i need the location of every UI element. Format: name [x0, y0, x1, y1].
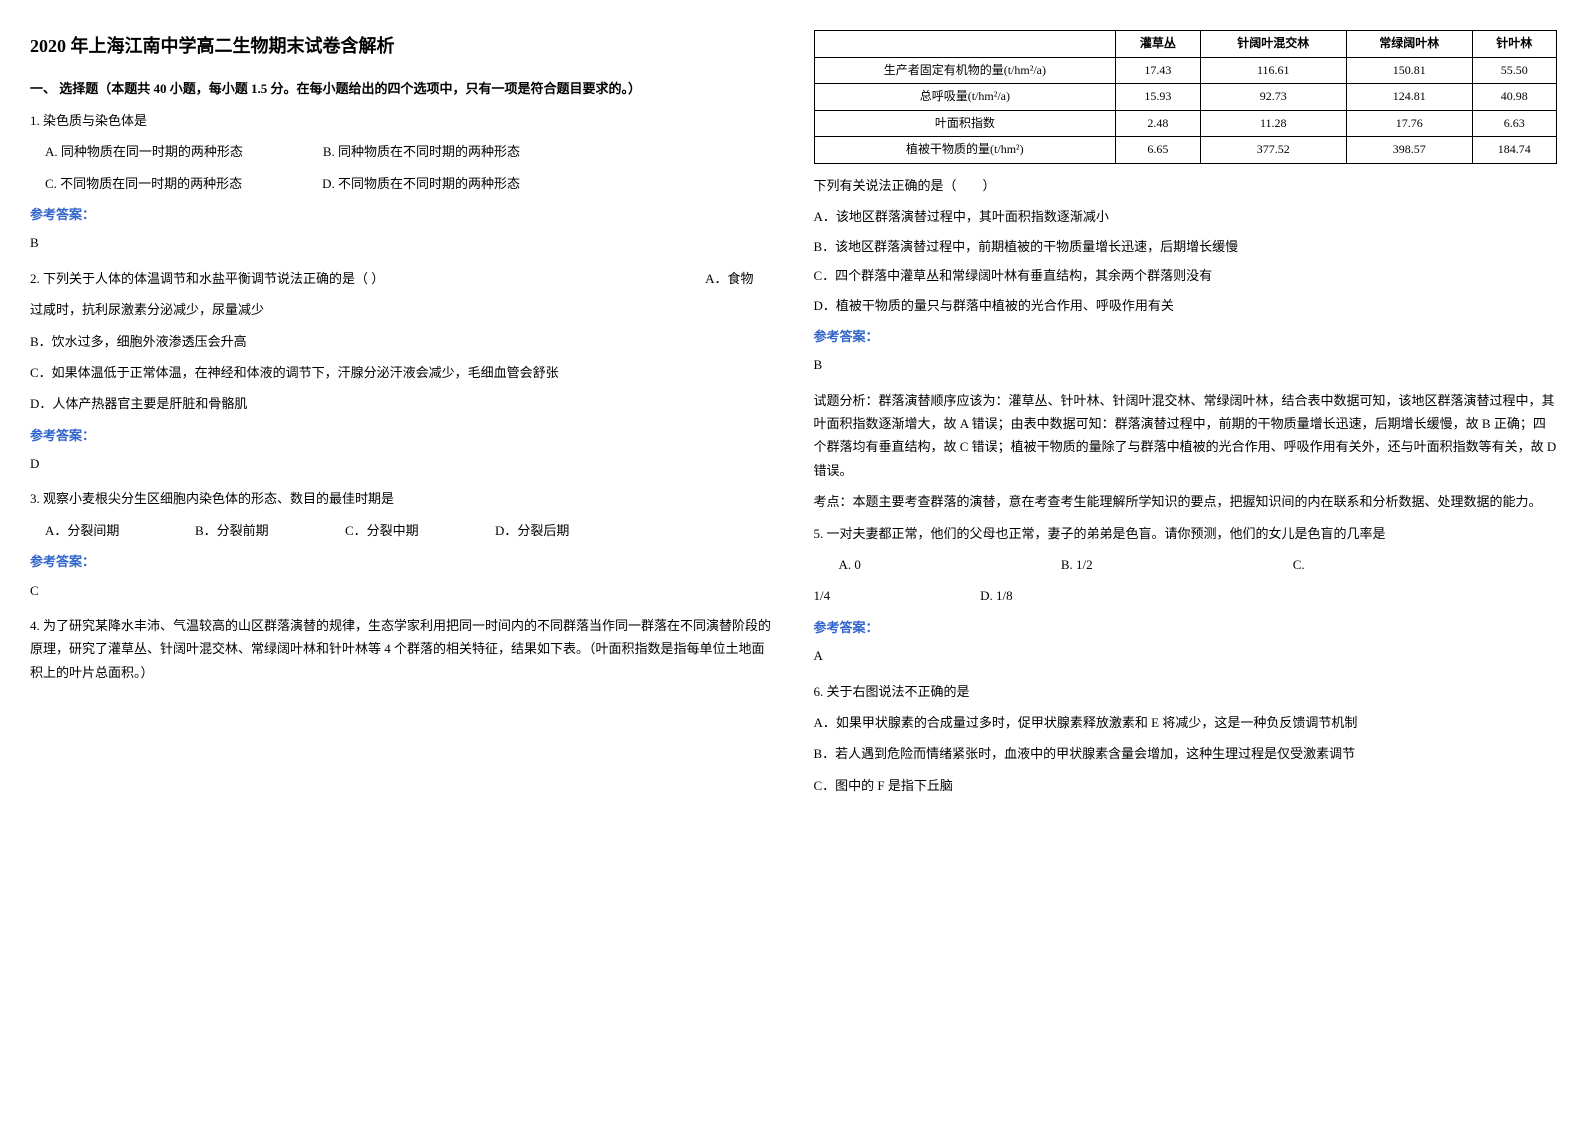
q1-opt-b: B. 同种物质在不同时期的两种形态	[323, 140, 520, 163]
q2-answer-label: 参考答案：	[30, 424, 774, 447]
cell: 2.48	[1116, 110, 1200, 137]
q1-options-row1: A. 同种物质在同一时期的两种形态 B. 同种物质在不同时期的两种形态	[45, 140, 774, 163]
cell: 92.73	[1200, 84, 1346, 111]
table-header-row: 灌草丛 针阔叶混交林 常绿阔叶林 针叶林	[814, 31, 1557, 58]
q5-answer-label: 参考答案：	[814, 616, 1558, 639]
q5-opt-d: D. 1/8	[980, 584, 1013, 607]
table-row: 生产者固定有机物的量(t/hm²/a) 17.43 116.61 150.81 …	[814, 57, 1557, 84]
section-1-header: 一、 选择题（本题共 40 小题，每小题 1.5 分。在每小题给出的四个选项中，…	[30, 77, 774, 100]
q3-opt-b: B．分裂前期	[195, 519, 345, 542]
q6-opt-a: A．如果甲状腺素的合成量过多时，促甲状腺素释放激素和 E 将减少，这是一种负反馈…	[814, 711, 1558, 734]
q3-text: 3. 观察小麦根尖分生区细胞内染色体的形态、数目的最佳时期是	[30, 487, 774, 510]
q4-opt-b: B．该地区群落演替过程中，前期植被的干物质量增长迅速，后期增长缓慢	[814, 235, 1558, 258]
page-container: 2020 年上海江南中学高二生物期末试卷含解析 一、 选择题（本题共 40 小题…	[30, 30, 1557, 805]
cell: 184.74	[1472, 137, 1556, 164]
cell: 6.63	[1472, 110, 1556, 137]
q1-answer-label: 参考答案：	[30, 203, 774, 226]
q5-opt-c2: 1/4	[814, 584, 831, 607]
q4-opt-c: C．四个群落中灌草丛和常绿阔叶林有垂直结构，其余两个群落则没有	[814, 264, 1558, 287]
q5-opt-b: B. 1/2	[1061, 553, 1093, 576]
th-2: 针阔叶混交林	[1200, 31, 1346, 58]
cell: 叶面积指数	[814, 110, 1116, 137]
cell: 总呼吸量(t/hm²/a)	[814, 84, 1116, 111]
q5-answer: A	[814, 644, 1558, 667]
data-table: 灌草丛 针阔叶混交林 常绿阔叶林 针叶林 生产者固定有机物的量(t/hm²/a)…	[814, 30, 1558, 164]
right-column: 灌草丛 针阔叶混交林 常绿阔叶林 针叶林 生产者固定有机物的量(t/hm²/a)…	[814, 30, 1558, 805]
q6-text: 6. 关于右图说法不正确的是	[814, 680, 1558, 703]
cell: 398.57	[1346, 137, 1472, 164]
q4-answer: B	[814, 353, 1558, 376]
cell: 116.61	[1200, 57, 1346, 84]
q3-opt-c: C．分裂中期	[345, 519, 495, 542]
cell: 40.98	[1472, 84, 1556, 111]
q2-opt-c: C．如果体温低于正常体温，在神经和体液的调节下，汗腺分泌汗液会减少，毛细血管会舒…	[30, 361, 774, 384]
cell: 17.43	[1116, 57, 1200, 84]
cell: 15.93	[1116, 84, 1200, 111]
q3-answer: C	[30, 579, 774, 602]
cell: 植被干物质的量(t/hm²)	[814, 137, 1116, 164]
table-row: 总呼吸量(t/hm²/a) 15.93 92.73 124.81 40.98	[814, 84, 1557, 111]
q1-answer: B	[30, 231, 774, 254]
q5-opt-a: A. 0	[839, 553, 861, 576]
q2-opt-d: D．人体产热器官主要是肝脏和骨骼肌	[30, 392, 774, 415]
th-4: 针叶林	[1472, 31, 1556, 58]
q4-text: 4. 为了研究某降水丰沛、气温较高的山区群落演替的规律，生态学家利用把同一时间内…	[30, 614, 774, 684]
q4-opt-d: D．植被干物质的量只与群落中植被的光合作用、呼吸作用有关	[814, 294, 1558, 317]
cell: 377.52	[1200, 137, 1346, 164]
left-column: 2020 年上海江南中学高二生物期末试卷含解析 一、 选择题（本题共 40 小题…	[30, 30, 774, 805]
table-row: 叶面积指数 2.48 11.28 17.76 6.63	[814, 110, 1557, 137]
th-3: 常绿阔叶林	[1346, 31, 1472, 58]
cell: 6.65	[1116, 137, 1200, 164]
q2-answer: D	[30, 452, 774, 475]
q5-opts-row2: 1/4 D. 1/8	[814, 584, 1558, 607]
q5-text: 5. 一对夫妻都正常，他们的父母也正常，妻子的弟弟是色盲。请你预测，他们的女儿是…	[814, 522, 1558, 545]
th-0	[814, 31, 1116, 58]
exam-title: 2020 年上海江南中学高二生物期末试卷含解析	[30, 30, 774, 62]
q2-opt-a-line2: 过咸时，抗利尿激素分泌减少，尿量减少	[30, 298, 774, 321]
q3-options: A．分裂间期 B．分裂前期 C．分裂中期 D．分裂后期	[45, 519, 774, 542]
q4-opt-a: A．该地区群落演替过程中，其叶面积指数逐渐减小	[814, 205, 1558, 228]
q1-opt-c: C. 不同物质在同一时期的两种形态	[45, 172, 242, 195]
q1-text: 1. 染色质与染色体是	[30, 109, 774, 132]
q2-line1: 2. 下列关于人体的体温调节和水盐平衡调节说法正确的是（ ） A．食物	[30, 267, 774, 290]
cell: 17.76	[1346, 110, 1472, 137]
q1-opt-d: D. 不同物质在不同时期的两种形态	[322, 172, 520, 195]
q4-analysis1: 试题分析：群落演替顺序应该为：灌草丛、针叶林、针阔叶混交林、常绿阔叶林，结合表中…	[814, 389, 1558, 483]
q1-options-row2: C. 不同物质在同一时期的两种形态 D. 不同物质在不同时期的两种形态	[45, 172, 774, 195]
cell: 55.50	[1472, 57, 1556, 84]
cell: 150.81	[1346, 57, 1472, 84]
q4-analysis2: 考点：本题主要考查群落的演替，意在考查考生能理解所学知识的要点，把握知识间的内在…	[814, 490, 1558, 513]
q4-answer-label: 参考答案：	[814, 325, 1558, 348]
table-row: 植被干物质的量(t/hm²) 6.65 377.52 398.57 184.74	[814, 137, 1557, 164]
th-1: 灌草丛	[1116, 31, 1200, 58]
q1-opt-a: A. 同种物质在同一时期的两种形态	[45, 140, 243, 163]
q3-opt-a: A．分裂间期	[45, 519, 195, 542]
q2-opt-a-suffix: A．食物	[705, 267, 753, 290]
q3-opt-d: D．分裂后期	[495, 519, 645, 542]
q5-opt-c: C.	[1293, 553, 1305, 576]
cell: 生产者固定有机物的量(t/hm²/a)	[814, 57, 1116, 84]
q2-text: 2. 下列关于人体的体温调节和水盐平衡调节说法正确的是（ ）	[30, 271, 384, 286]
q6-opt-b: B．若人遇到危险而情绪紧张时，血液中的甲状腺素含量会增加，这种生理过程是仅受激素…	[814, 742, 1558, 765]
q6-opt-c: C．图中的 F 是指下丘脑	[814, 774, 1558, 797]
q3-answer-label: 参考答案：	[30, 550, 774, 573]
q4-statement: 下列有关说法正确的是（ ）	[814, 174, 1558, 197]
cell: 124.81	[1346, 84, 1472, 111]
q2-opt-b: B．饮水过多，细胞外液渗透压会升高	[30, 330, 774, 353]
q5-opts-row1: A. 0 B. 1/2 C.	[839, 553, 1558, 576]
cell: 11.28	[1200, 110, 1346, 137]
